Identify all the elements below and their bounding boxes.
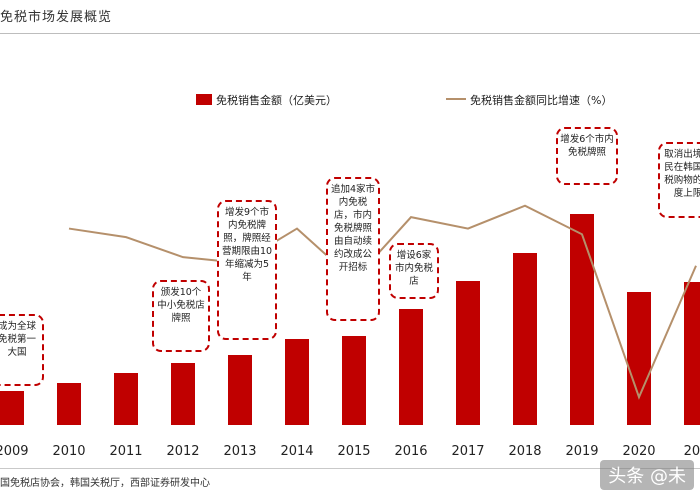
bar-2018	[513, 253, 537, 425]
bar-2010	[57, 383, 81, 425]
bar-2015	[342, 336, 366, 425]
legend-bar-swatch	[196, 94, 212, 105]
bar-202	[684, 282, 700, 425]
bar-2013	[228, 355, 252, 425]
bar-2020	[627, 292, 651, 425]
x-tick-label: 2013	[223, 444, 256, 459]
x-tick-label: 2019	[565, 444, 598, 459]
chart-title: 免税市场发展概览	[0, 10, 113, 25]
x-tick-label: 2012	[166, 444, 199, 459]
annotation-2019: 增发6个市内免税牌照	[556, 127, 618, 185]
x-tick-label: 2011	[109, 444, 142, 459]
x-tick-label: 2009	[0, 444, 29, 459]
legend-bar-label: 免税销售金额（亿美元）	[216, 93, 337, 107]
bar-2019	[570, 214, 594, 425]
bar-2009	[0, 391, 24, 425]
bar-2014	[285, 339, 309, 425]
annotation-2009: 成为全球免税第一大国	[0, 314, 44, 386]
bar-2017	[456, 281, 480, 425]
annotation-2012: 颁发10个中小免税店牌照	[152, 280, 210, 352]
bar-2016	[399, 309, 423, 425]
annotation-2015: 追加4家市内免税店，市内免税牌照由自动续约改成公开招标	[326, 177, 380, 321]
title-divider	[0, 33, 700, 34]
legend-line-label: 免税销售金额同比增速（%）	[470, 93, 612, 107]
x-tick-label: 2017	[451, 444, 484, 459]
x-tick-label: 2014	[280, 444, 313, 459]
x-tick-label: 2018	[508, 444, 541, 459]
chart: 2009 2010 2011 2012 2013 2014 2015 2016 2017 2018…	[0, 93, 700, 459]
bar-2011	[114, 373, 138, 425]
x-tick-label: 2010	[52, 444, 85, 459]
annotation-2016: 增设6家市内免税店	[389, 243, 439, 299]
x-tick-label: 2016	[394, 444, 427, 459]
bar-2012	[171, 363, 195, 425]
source-note: 国免税店协会，韩国关税厅，西部证券研发中心	[0, 478, 210, 489]
watermark: 头条 @未	[600, 460, 694, 490]
x-tick-label: 2015	[337, 444, 370, 459]
annotation-2013: 增发9个市内免税牌照，牌照经营期限由10年缩减为5年	[217, 200, 277, 340]
x-tick-label: 2020	[622, 444, 655, 459]
source-divider	[0, 468, 700, 469]
annotation-2020: 取消出境国民在韩国免税购物的额度上限	[658, 142, 700, 218]
growth-line	[68, 204, 697, 400]
x-tick-label: 202	[684, 444, 700, 459]
